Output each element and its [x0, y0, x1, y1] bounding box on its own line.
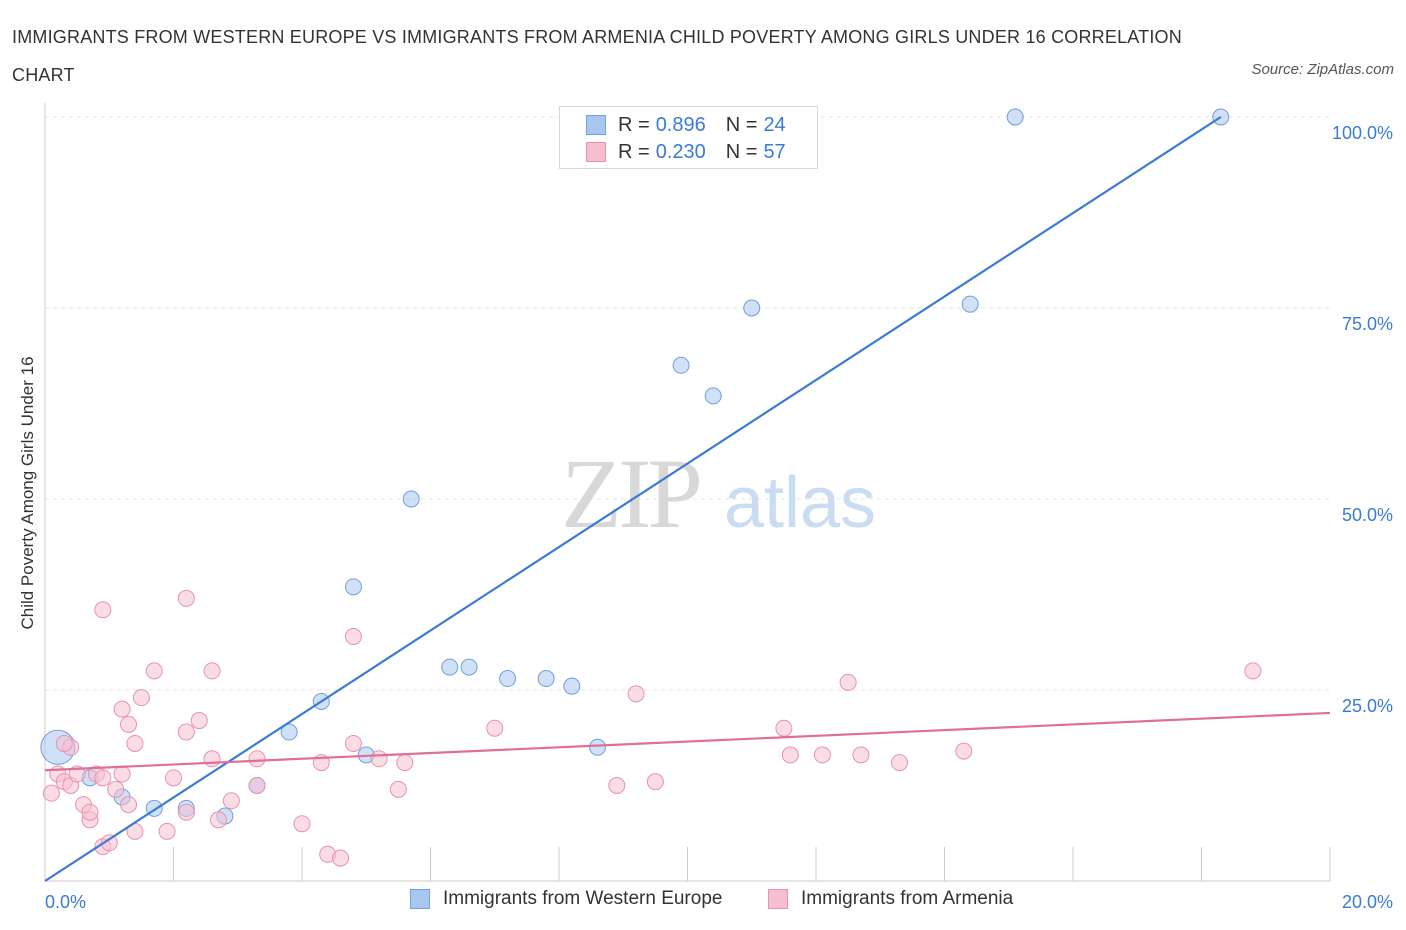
point-armenia — [177, 589, 195, 607]
bottom-legend-label: Immigrants from Western Europe — [443, 888, 723, 909]
point-western-europe — [743, 299, 761, 317]
trend-line-armenia — [44, 711, 1331, 772]
y-tick-label: 50.0% — [1342, 505, 1393, 525]
point-armenia — [165, 769, 182, 787]
grid-lines — [45, 116, 1330, 691]
point-western-europe — [460, 658, 478, 676]
legend-r-label: R = — [618, 140, 650, 163]
point-armenia — [94, 601, 112, 619]
tick-labels: 100.0% 75.0% 50.0% 25.0% 0.0% 20.0% — [45, 123, 1393, 912]
point-armenia — [145, 662, 163, 680]
y-axis-label: Child Poverty Among Girls Under 16 — [18, 356, 37, 629]
bottom-legend-swatch-blue — [410, 889, 430, 909]
legend-swatch-blue — [586, 115, 606, 135]
point-armenia — [852, 746, 870, 764]
point-armenia — [42, 784, 60, 802]
point-armenia — [248, 750, 266, 768]
point-armenia — [190, 712, 208, 730]
point-armenia — [344, 734, 362, 752]
point-western-europe — [672, 356, 690, 374]
point-armenia — [100, 834, 118, 852]
point-armenia — [132, 689, 150, 707]
point-armenia — [113, 700, 131, 718]
x-tick-label: 20.0% — [1342, 892, 1393, 912]
point-western-europe — [280, 723, 298, 741]
y-tick-label: 75.0% — [1342, 314, 1393, 334]
legend-n-value: 24 — [763, 113, 786, 136]
point-armenia — [955, 742, 973, 760]
legend-n-label: N = — [725, 113, 758, 136]
legend-row-western-europe: R = 0.896 N = 24 — [586, 112, 786, 138]
trend-lines — [44, 116, 1331, 882]
point-armenia — [1244, 662, 1262, 680]
point-armenia — [891, 754, 909, 772]
point-armenia — [177, 723, 195, 741]
point-western-europe — [961, 295, 979, 313]
legend-box: R = 0.896 N = 24 R = 0.230 N = 57 — [559, 106, 818, 169]
point-armenia — [158, 822, 176, 840]
point-western-europe — [537, 670, 555, 688]
point-armenia — [293, 815, 311, 833]
point-western-europe — [563, 677, 581, 695]
point-armenia — [627, 685, 645, 703]
y-tick-label: 25.0% — [1342, 696, 1393, 716]
legend-n-value: 57 — [763, 140, 786, 163]
data-points — [40, 108, 1262, 867]
bottom-legend-swatch-pink — [768, 889, 788, 909]
watermark-atlas: atlas — [724, 463, 876, 543]
point-armenia — [370, 750, 388, 768]
point-western-europe — [441, 658, 459, 676]
point-armenia — [608, 777, 626, 794]
point-armenia — [344, 628, 362, 646]
point-western-europe — [402, 490, 420, 508]
trend-line-western-europe — [44, 116, 1222, 882]
legend-r-value: 0.230 — [655, 140, 706, 163]
point-armenia — [203, 750, 221, 768]
point-armenia — [396, 754, 414, 772]
point-armenia — [209, 811, 227, 829]
point-armenia — [120, 796, 138, 814]
point-armenia — [81, 803, 99, 821]
point-armenia — [55, 734, 73, 752]
point-armenia — [107, 780, 125, 798]
legend-r-label: R = — [618, 113, 650, 136]
point-armenia — [120, 715, 138, 733]
chart-title: IMMIGRANTS FROM WESTERN EUROPE VS IMMIGR… — [12, 27, 1182, 85]
point-armenia — [389, 780, 407, 798]
legend-r-value: 0.896 — [655, 113, 706, 136]
point-armenia — [775, 719, 793, 737]
point-armenia — [781, 746, 799, 764]
point-armenia — [203, 662, 221, 680]
bottom-legend-label: Immigrants from Armenia — [801, 888, 1014, 909]
legend-swatch-pink — [586, 142, 606, 162]
y-tick-label: 100.0% — [1332, 123, 1393, 143]
point-armenia — [486, 719, 504, 737]
bottom-legend-armenia: Immigrants from Armenia — [768, 888, 1013, 910]
point-armenia — [646, 773, 664, 791]
x-tick-label: 0.0% — [45, 892, 86, 912]
point-western-europe — [1006, 108, 1024, 126]
point-armenia — [94, 769, 112, 787]
point-armenia — [222, 792, 240, 810]
point-armenia — [332, 849, 350, 867]
bottom-legend-western-europe: Immigrants from Western Europe — [410, 888, 722, 910]
point-armenia — [126, 734, 144, 752]
point-armenia — [113, 765, 131, 783]
point-armenia — [248, 777, 266, 794]
point-armenia — [177, 803, 195, 821]
source-label: Source: ZipAtlas.com — [1251, 61, 1394, 78]
axes — [44, 103, 1331, 882]
point-western-europe — [344, 578, 362, 596]
legend-n-label: N = — [725, 140, 758, 163]
point-western-europe — [499, 670, 517, 688]
point-armenia — [813, 746, 831, 764]
point-western-europe — [704, 387, 722, 405]
point-armenia — [839, 673, 857, 691]
point-western-europe — [589, 738, 607, 756]
legend-row-armenia: R = 0.230 N = 57 — [586, 139, 786, 165]
